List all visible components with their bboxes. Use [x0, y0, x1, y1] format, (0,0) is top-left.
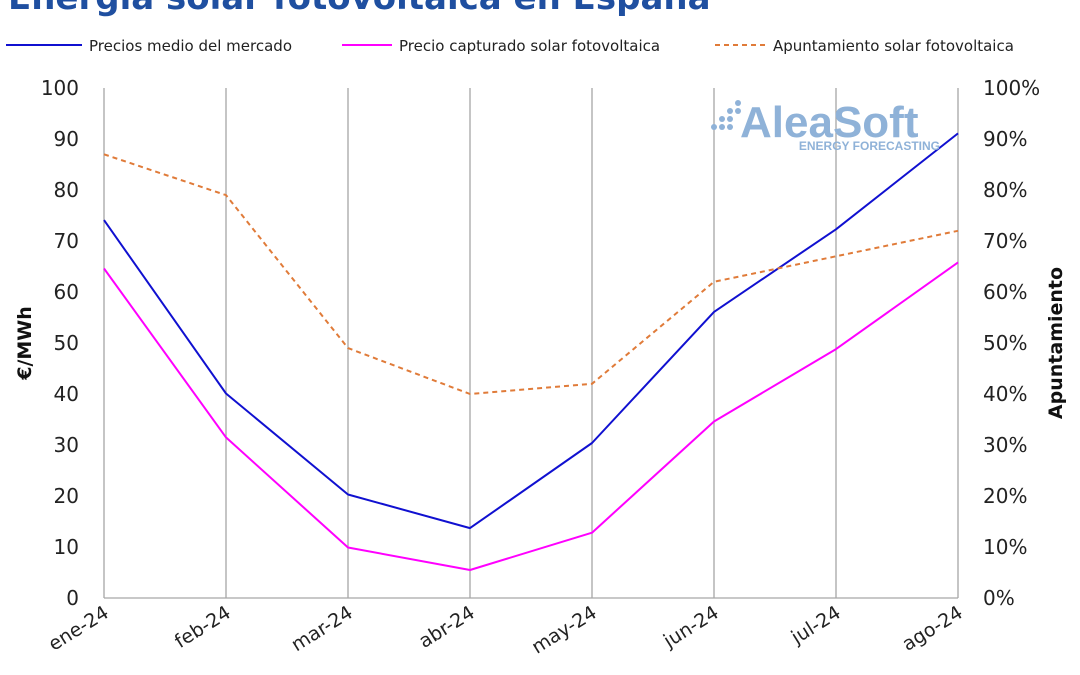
logo-dots-icon	[711, 100, 741, 130]
y2-tick-label: 0%	[983, 586, 1015, 610]
y-tick-label: 50	[54, 331, 79, 355]
x-tick-label: may-24	[528, 602, 601, 659]
y2-tick-label: 60%	[983, 280, 1027, 304]
y-tick-label: 30	[54, 433, 79, 457]
x-tick-label: ago-24	[898, 602, 966, 656]
apuntamiento-line	[103, 153, 959, 395]
captured-price-line	[103, 261, 959, 571]
legend-label: Precios medio del mercado	[89, 37, 292, 55]
y2-tick-label: 80%	[983, 178, 1027, 202]
logo-name: AleaSoft	[740, 98, 919, 147]
y-tick-label: 0	[66, 586, 79, 610]
legend-label: Precio capturado solar fotovoltaica	[399, 37, 660, 55]
legend: Precios medio del mercado Precio capturad…	[6, 37, 1014, 55]
axes: 0 10 20 30 40 50 60 70 80 90 100 0% 10% 20% 30% 40% 50% 6…	[14, 76, 1067, 658]
y-tick-label: 60	[54, 280, 79, 304]
y2-axis-title: Apuntamiento	[1045, 267, 1067, 419]
market-price-line	[103, 132, 959, 530]
y2-tick-label: 70%	[983, 229, 1027, 253]
y2-tick-label: 30%	[983, 433, 1027, 457]
x-tick-label: feb-24	[171, 602, 235, 653]
legend-label: Apuntamiento solar fotovoltaica	[773, 37, 1014, 55]
y2-tick-label: 100%	[983, 76, 1040, 100]
y2-tick-label: 90%	[983, 127, 1027, 151]
logo-tagline: ENERGY FORECASTING	[799, 139, 940, 153]
y-tick-label: 40	[54, 382, 79, 406]
aleasoft-logo: AleaSoft ENERGY FORECASTING	[711, 98, 940, 153]
y-tick-label: 100	[41, 76, 79, 100]
y2-tick-label: 50%	[983, 331, 1027, 355]
x-tick-label: mar-24	[288, 602, 357, 657]
series-lines	[103, 132, 959, 571]
x-tick-label: abr-24	[415, 602, 479, 653]
gridlines	[103, 88, 959, 599]
x-tick-label: jun-24	[659, 602, 723, 653]
y-tick-label: 10	[54, 535, 79, 559]
y-tick-label: 80	[54, 178, 79, 202]
y-tick-label: 90	[54, 127, 79, 151]
y2-tick-label: 20%	[983, 484, 1027, 508]
y2-tick-label: 40%	[983, 382, 1027, 406]
y-tick-label: 70	[54, 229, 79, 253]
y2-tick-label: 10%	[983, 535, 1027, 559]
chart-title: Energía solar fotovoltaica en España	[8, 0, 711, 18]
y-axis-title: €/MWh	[14, 306, 36, 381]
x-tick-label: jul-24	[787, 602, 845, 650]
y-tick-label: 20	[54, 484, 79, 508]
